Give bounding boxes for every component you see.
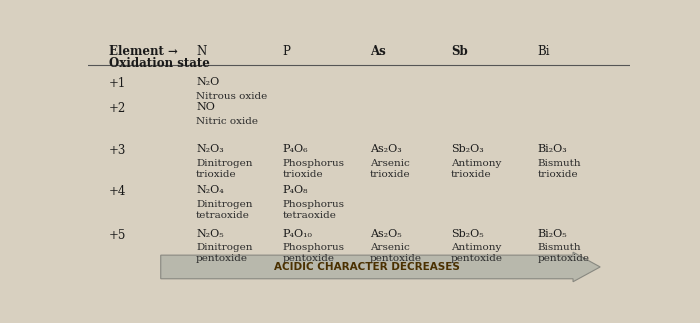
Text: Bismuth
pentoxide: Bismuth pentoxide [538, 244, 590, 263]
Text: ACIDIC CHARACTER DECREASES: ACIDIC CHARACTER DECREASES [274, 262, 460, 272]
Text: +4: +4 [109, 185, 127, 199]
Text: +1: +1 [109, 77, 127, 90]
Text: Nitric oxide: Nitric oxide [196, 117, 258, 126]
Text: Nitrous oxide: Nitrous oxide [196, 92, 267, 101]
Text: N₂O₄: N₂O₄ [196, 185, 224, 195]
Text: NO: NO [196, 102, 215, 112]
Text: Antimony
trioxide: Antimony trioxide [451, 159, 501, 179]
Text: P₄O₆: P₄O₆ [283, 144, 309, 154]
Text: Sb₂O₅: Sb₂O₅ [451, 229, 484, 239]
Text: N₂O₃: N₂O₃ [196, 144, 224, 154]
Text: As: As [370, 45, 385, 58]
Text: Oxidation state: Oxidation state [109, 57, 210, 70]
Text: Phosphorus
pentoxide: Phosphorus pentoxide [283, 244, 345, 263]
Text: Sb₂O₃: Sb₂O₃ [451, 144, 484, 154]
Polygon shape [161, 252, 600, 282]
Text: Dinitrogen
trioxide: Dinitrogen trioxide [196, 159, 253, 179]
Text: Sb: Sb [451, 45, 468, 58]
Text: Bi₂O₃: Bi₂O₃ [538, 144, 568, 154]
Text: Arsenic
pentoxide: Arsenic pentoxide [370, 244, 421, 263]
Text: P₄O₁₀: P₄O₁₀ [283, 229, 313, 239]
Text: Phosphorus
trioxide: Phosphorus trioxide [283, 159, 345, 179]
Text: P: P [283, 45, 290, 58]
Text: As₂O₃: As₂O₃ [370, 144, 401, 154]
Text: Element →: Element → [109, 45, 178, 58]
Text: As₂O₅: As₂O₅ [370, 229, 401, 239]
Text: Bi₂O₅: Bi₂O₅ [538, 229, 568, 239]
Text: +2: +2 [109, 102, 127, 115]
Text: Arsenic
trioxide: Arsenic trioxide [370, 159, 410, 179]
Text: Dinitrogen
pentoxide: Dinitrogen pentoxide [196, 244, 253, 263]
Text: +3: +3 [109, 144, 127, 157]
Text: +5: +5 [109, 229, 127, 242]
Text: Phosphorus
tetraoxide: Phosphorus tetraoxide [283, 200, 345, 220]
Text: Bi: Bi [538, 45, 550, 58]
Text: N₂O: N₂O [196, 77, 219, 87]
Text: Antimony
pentoxide: Antimony pentoxide [451, 244, 503, 263]
Text: P₄O₈: P₄O₈ [283, 185, 308, 195]
Text: N₂O₅: N₂O₅ [196, 229, 223, 239]
Text: Dinitrogen
tetraoxide: Dinitrogen tetraoxide [196, 200, 253, 220]
Text: N: N [196, 45, 206, 58]
Text: Bismuth
trioxide: Bismuth trioxide [538, 159, 582, 179]
